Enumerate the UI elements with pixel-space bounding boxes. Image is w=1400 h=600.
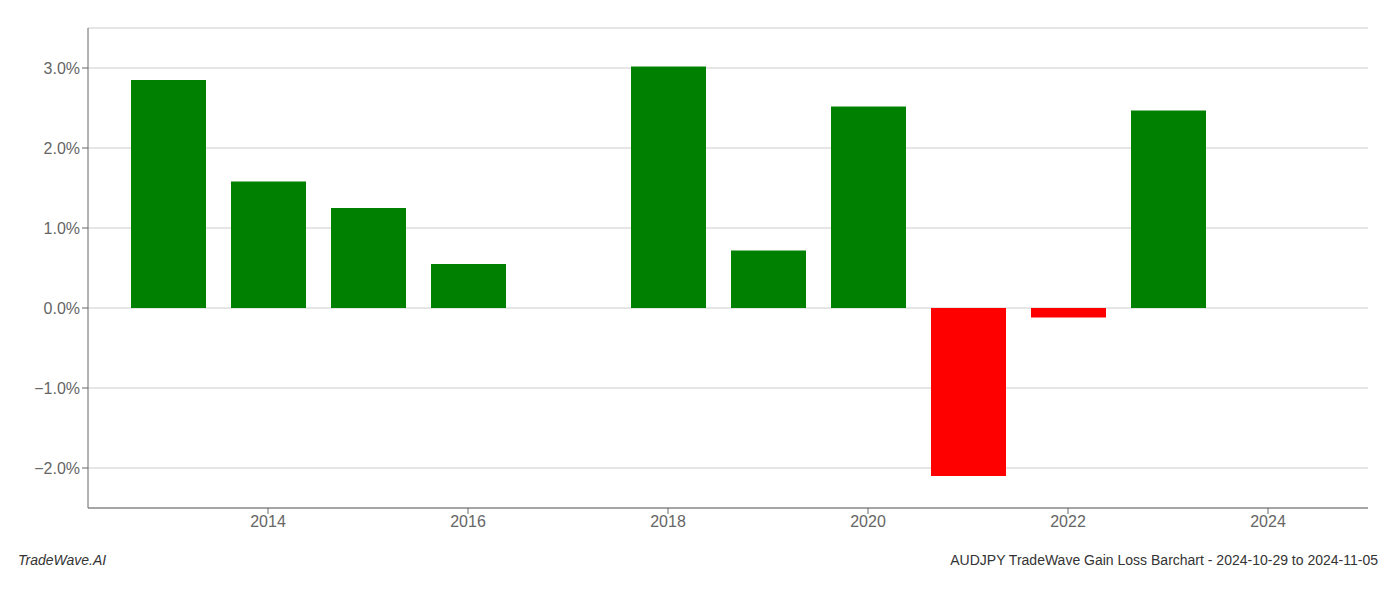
svg-text:2024: 2024 — [1250, 513, 1286, 530]
svg-text:−1.0%: −1.0% — [34, 380, 80, 397]
svg-text:2022: 2022 — [1050, 513, 1086, 530]
svg-text:2.0%: 2.0% — [44, 140, 80, 157]
html-text:AUDJPY TradeWave Gain Loss Bar: AUDJPY TradeWave Gain Loss Barchart - 20… — [950, 552, 1378, 568]
svg-text:2020: 2020 — [850, 513, 886, 530]
svg-text:2016: 2016 — [450, 513, 486, 530]
svg-text:0.0%: 0.0% — [44, 300, 80, 317]
svg-text:1.0%: 1.0% — [44, 220, 80, 237]
svg-text:3.0%: 3.0% — [44, 60, 80, 77]
svg-text:2014: 2014 — [250, 513, 286, 530]
svg-text:−2.0%: −2.0% — [34, 460, 80, 477]
svg-text:2018: 2018 — [650, 513, 686, 530]
html-text:TradeWave.AI: TradeWave.AI — [18, 552, 107, 568]
